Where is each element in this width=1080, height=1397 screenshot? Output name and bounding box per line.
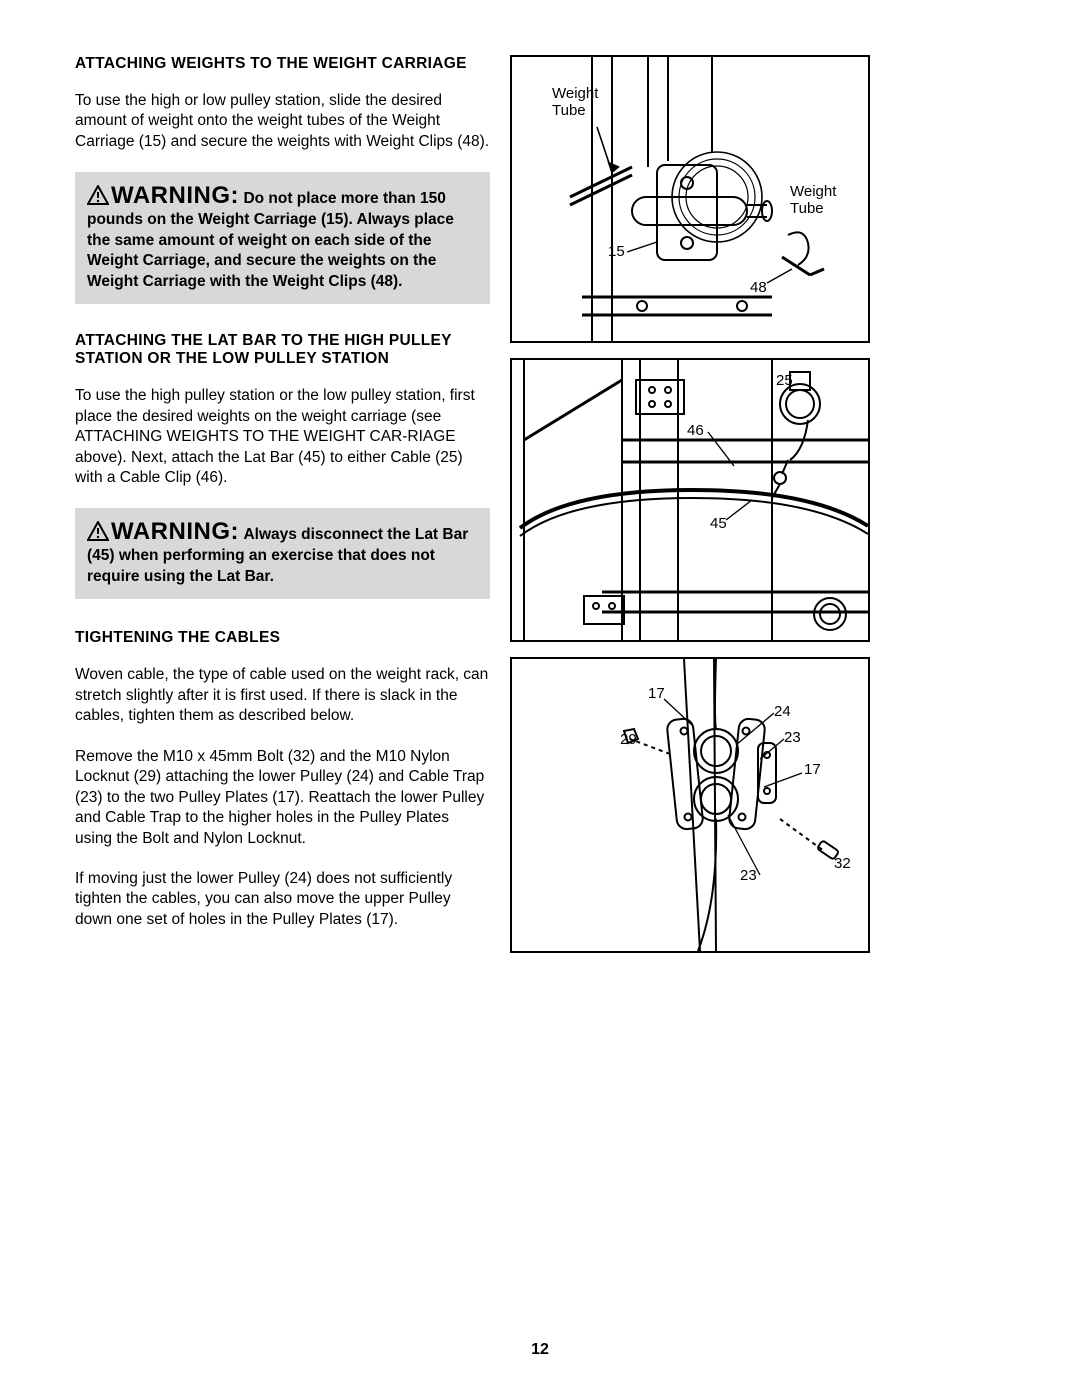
label-17-top: 17 [648, 685, 665, 702]
warning-box-2: WARNING: Always disconnect the Lat Bar (… [75, 508, 490, 599]
heading-attach-weights: ATTACHING WEIGHTS TO THE WEIGHT CARRIAGE [75, 55, 490, 73]
pulley-svg [512, 659, 868, 951]
right-diagram-column: Weight Tube Weight Tube 15 48 [510, 55, 870, 953]
heading-tighten-cables: TIGHTENING THE CABLES [75, 629, 490, 647]
para-cables-1: Woven cable, the type of cable used on t… [75, 665, 490, 726]
label-29: 29 [620, 731, 637, 748]
para-cables-2: Remove the M10 x 45mm Bolt (32) and the … [75, 747, 490, 849]
para-cables-3: If moving just the lower Pulley (24) doe… [75, 869, 490, 930]
label-weight-tube-right: Weight Tube [790, 183, 836, 218]
heading-attach-latbar: ATTACHING THE LAT BAR TO THE HIGH PULLEY… [75, 332, 490, 368]
label-23-top: 23 [784, 729, 801, 746]
warning-box-1: WARNING: Do not place more than 150 poun… [75, 172, 490, 304]
label-46: 46 [687, 422, 704, 439]
left-text-column: ATTACHING WEIGHTS TO THE WEIGHT CARRIAGE… [75, 55, 490, 953]
label-45: 45 [710, 515, 727, 532]
label-48: 48 [750, 279, 767, 296]
label-32: 32 [834, 855, 851, 872]
page-columns: ATTACHING WEIGHTS TO THE WEIGHT CARRIAGE… [75, 55, 1010, 953]
para-attach-latbar: To use the high pulley station or the lo… [75, 386, 490, 488]
label-weight-tube-left: Weight Tube [552, 85, 598, 120]
label-24: 24 [774, 703, 791, 720]
warning-title-2: WARNING: [111, 518, 239, 545]
label-23-bottom: 23 [740, 867, 757, 884]
diagram-pulley-plates: 17 24 29 23 17 32 23 [510, 657, 870, 953]
warning-triangle-icon [87, 521, 109, 541]
warning-title-1: WARNING: [111, 182, 239, 209]
label-15: 15 [608, 243, 625, 260]
page-number: 12 [0, 1341, 1080, 1359]
label-25: 25 [776, 372, 793, 389]
diagram-lat-bar: 25 46 45 [510, 358, 870, 642]
lat-bar-svg [512, 360, 868, 640]
diagram-weight-carriage: Weight Tube Weight Tube 15 48 [510, 55, 870, 343]
label-17-right: 17 [804, 761, 821, 778]
warning-triangle-icon [87, 185, 109, 205]
para-attach-weights: To use the high or low pulley station, s… [75, 91, 490, 152]
